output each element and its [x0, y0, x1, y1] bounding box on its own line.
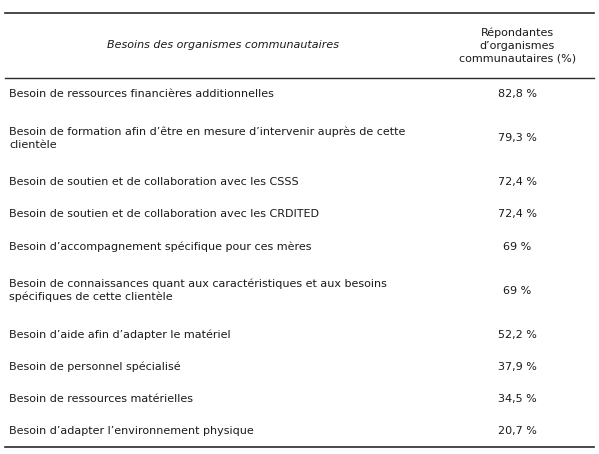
Text: 20,7 %: 20,7 % — [498, 426, 537, 436]
Text: Besoin de ressources financières additionnelles: Besoin de ressources financières additio… — [9, 89, 274, 99]
Text: Besoins des organismes communautaires: Besoins des organismes communautaires — [107, 40, 338, 50]
Text: Répondantes
d’organismes
communautaires (%): Répondantes d’organismes communautaires … — [459, 28, 576, 63]
Text: 69 %: 69 % — [503, 242, 531, 252]
Text: 34,5 %: 34,5 % — [498, 394, 537, 404]
Text: 82,8 %: 82,8 % — [498, 89, 537, 99]
Text: 79,3 %: 79,3 % — [498, 133, 537, 143]
Text: 72,4 %: 72,4 % — [498, 209, 537, 219]
Text: Besoin de personnel spécialisé: Besoin de personnel spécialisé — [9, 362, 181, 372]
Text: Besoin de connaissances quant aux caractéristiques et aux besoins
spécifiques de: Besoin de connaissances quant aux caract… — [9, 279, 387, 302]
Text: Besoin de soutien et de collaboration avec les CRDITED: Besoin de soutien et de collaboration av… — [9, 209, 319, 219]
Text: 72,4 %: 72,4 % — [498, 178, 537, 188]
Text: Besoin d’accompagnement spécifique pour ces mères: Besoin d’accompagnement spécifique pour … — [9, 242, 311, 252]
Text: 69 %: 69 % — [503, 286, 531, 296]
Text: 37,9 %: 37,9 % — [498, 362, 537, 372]
Text: Besoin de soutien et de collaboration avec les CSSS: Besoin de soutien et de collaboration av… — [9, 178, 299, 188]
Text: Besoin d’aide afin d’adapter le matériel: Besoin d’aide afin d’adapter le matériel — [9, 330, 231, 340]
Text: Besoin d’adapter l’environnement physique: Besoin d’adapter l’environnement physiqu… — [9, 426, 254, 436]
Text: 52,2 %: 52,2 % — [498, 330, 537, 340]
Text: Besoin de formation afin d’être en mesure d’intervenir auprès de cette
clientèle: Besoin de formation afin d’être en mesur… — [9, 127, 406, 150]
Text: Besoin de ressources matérielles: Besoin de ressources matérielles — [9, 394, 193, 404]
